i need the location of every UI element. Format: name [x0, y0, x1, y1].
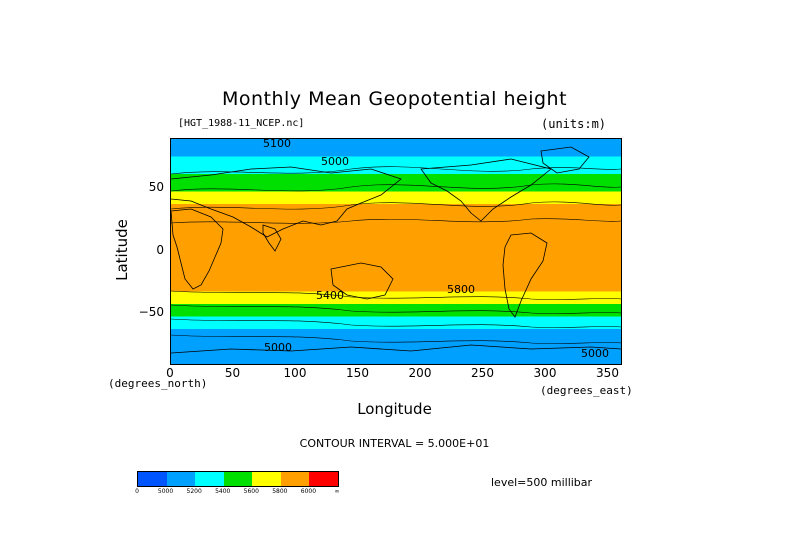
colorbar-swatch: [166, 472, 196, 486]
chart-title: Monthly Mean Geopotential height: [221, 88, 568, 110]
contour-interval-text: CONTOUR INTERVAL = 5.000E+01: [299, 437, 490, 450]
x-tick-label: 300: [533, 366, 557, 380]
contour-label: 5800: [447, 283, 475, 296]
y-tick-label: 0: [156, 242, 164, 257]
contour-label: 5000: [264, 341, 292, 354]
heatmap-band: [171, 216, 621, 292]
contour-line: [171, 183, 621, 192]
colorbar-swatch: [309, 472, 339, 486]
colorbar: [137, 471, 339, 487]
contour-line: [171, 218, 621, 224]
coastlines: [171, 146, 621, 354]
heatmap-svg: 5100 5000 5800 5000 5000 5400: [171, 139, 621, 364]
heatmap-bands: [171, 139, 621, 364]
contour-line: [171, 166, 621, 175]
colorbar-tick-label: 0: [135, 488, 139, 495]
colorbar-tick-label: ∞: [334, 488, 340, 495]
colorbar-swatch: [280, 472, 310, 486]
y-tick-label: −50: [138, 305, 164, 319]
x-axis-label: Longitude: [357, 400, 432, 418]
colorbar-tick-label: 5600: [243, 488, 259, 495]
colorbar-tick-label: 5800: [272, 488, 288, 495]
colorbar-swatch: [195, 472, 224, 486]
contour-line: [171, 334, 621, 344]
heatmap-band: [171, 316, 621, 329]
units-label: (units:m): [541, 117, 607, 131]
colorbar-tick-label: 5400: [215, 488, 231, 495]
colorbar-swatch: [252, 472, 281, 486]
coastline-antarctica: [171, 344, 621, 354]
x-tick-label: 150: [346, 366, 369, 380]
contour-label: 5000: [581, 347, 609, 360]
x-tick-label: 350: [596, 366, 619, 380]
coastline-north-america: [420, 158, 552, 222]
colorbar-tick-label: 5200: [186, 488, 202, 495]
colorbar-tick-label: 5000: [157, 488, 174, 495]
x-tick-label: 0: [166, 366, 174, 380]
coastline-india: [262, 224, 282, 252]
coastline-greenland: [540, 146, 590, 174]
contour-labels: 5100 5000 5800 5000 5000 5400: [263, 139, 609, 360]
contour-lines: [171, 166, 621, 344]
heatmap-band: [171, 304, 621, 317]
contour-line: [171, 304, 621, 314]
level-label: level=500 millibar: [491, 476, 593, 489]
contour-label: 5100: [263, 139, 291, 150]
x-unit-label: (degrees_north): [108, 377, 208, 390]
dataset-label: [HGT_1988-11_NCEP.nc]: [178, 118, 305, 129]
coastline-africa: [171, 208, 224, 290]
x-tick-label: 50: [224, 366, 241, 380]
heatmap-band: [171, 139, 621, 157]
x-tick-label: 250: [471, 366, 494, 380]
contour-label: 5000: [321, 155, 349, 168]
y-tick-label: 50: [148, 180, 164, 194]
x-tick-label: 200: [408, 366, 432, 380]
y-unit-label: (degrees_east): [540, 384, 633, 397]
heatmap-band: [171, 204, 621, 217]
colorbar-swatch: [223, 472, 253, 486]
coastline-south-america: [502, 232, 548, 318]
heatmap-band: [171, 191, 621, 204]
contour-line: [171, 290, 621, 300]
heatmap-band: [171, 156, 621, 174]
coastline-australia: [330, 262, 394, 300]
heatmap-band: [171, 329, 621, 364]
contour-line: [171, 201, 621, 210]
colorbar-tick-label: 6000: [300, 488, 317, 495]
colorbar-swatch: [138, 472, 167, 486]
contour-line: [171, 318, 621, 328]
x-tick-label: 100: [283, 366, 307, 380]
contour-label: 5400: [316, 289, 344, 302]
map-plot-area: 5100 5000 5800 5000 5000 5400: [170, 138, 622, 365]
y-axis-label: Latitude: [113, 219, 131, 281]
coastline-eurasia: [171, 166, 402, 238]
